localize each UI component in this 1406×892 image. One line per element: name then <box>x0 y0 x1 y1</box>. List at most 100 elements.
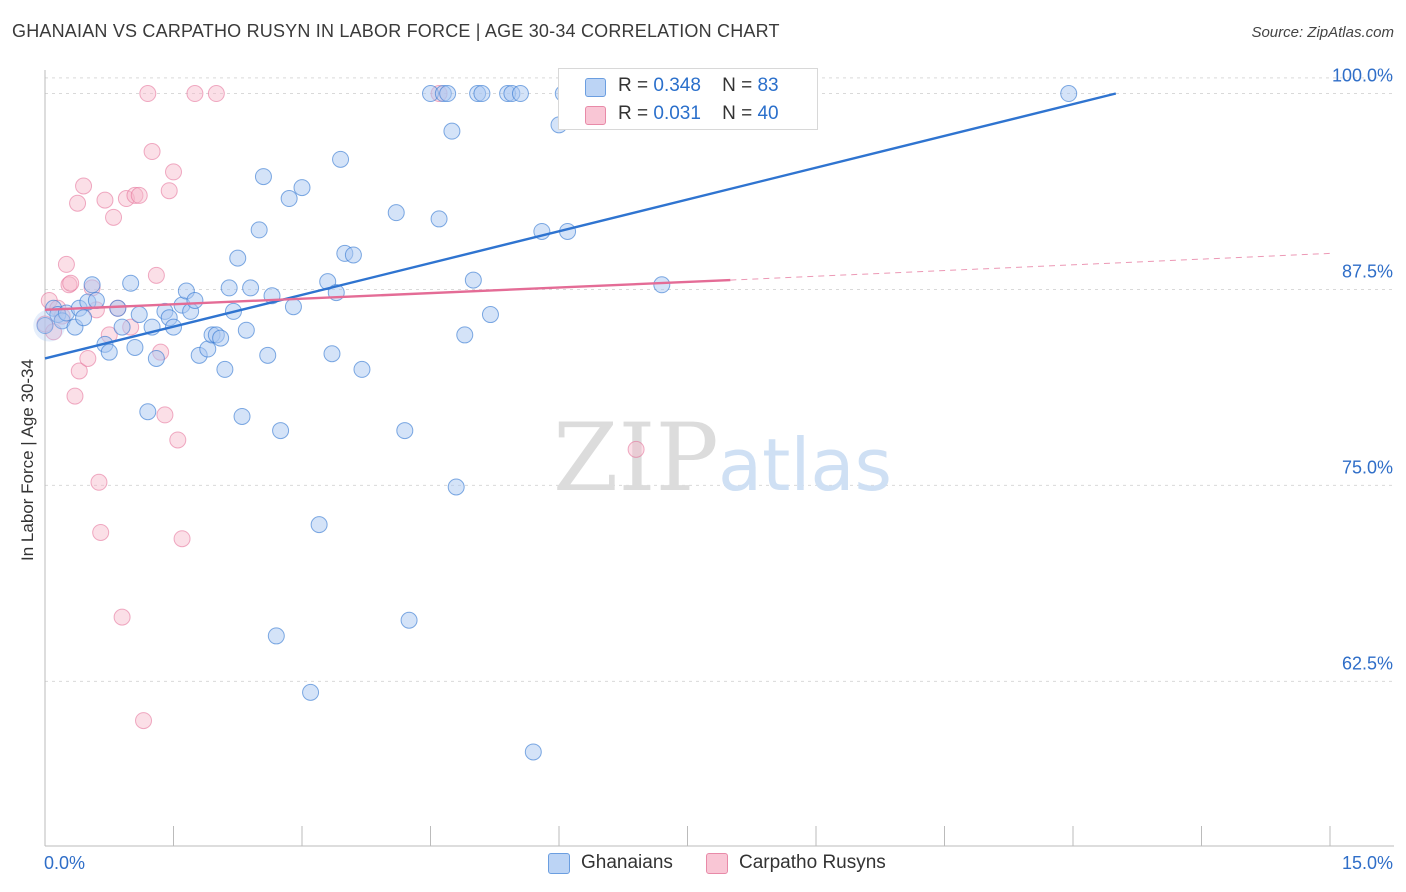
ghanaian-point <box>511 85 529 103</box>
ghanaian-point <box>113 318 131 336</box>
rusyn-point <box>165 163 182 181</box>
rusyn-point <box>90 473 108 491</box>
ghanaian-point <box>75 309 93 327</box>
y-tick-label: 62.5% <box>1342 653 1393 673</box>
rusyn-point <box>92 523 110 541</box>
rusyn-n-value: 40 <box>757 103 779 124</box>
rusyn-point <box>130 186 148 204</box>
ghanaian-point <box>310 516 328 534</box>
ghanaian-point <box>237 321 255 339</box>
ghanaian-point <box>439 85 457 103</box>
ghanaian-point <box>233 407 251 425</box>
rusyn-point <box>135 712 153 730</box>
n-label: N = <box>722 103 753 124</box>
tick-labels: 100.0% 87.5% 75.0% 62.5% 0.0% 15.0% <box>44 66 1393 873</box>
ghanaian-point <box>229 249 247 267</box>
ghanaian-point <box>332 150 350 168</box>
grid-lines <box>45 77 1394 682</box>
rusyn-point <box>160 182 178 200</box>
ghanaian-point <box>302 683 320 701</box>
ghanaian-point <box>272 422 290 440</box>
ghanaian-point <box>36 317 54 335</box>
correlation-legend: R = 0.348 N = 83 R = 0.031 N = 40 <box>558 68 818 130</box>
ghanaian-point <box>254 168 272 186</box>
ghanaian-point <box>323 345 341 363</box>
rusyn-trend-extension <box>730 252 1331 281</box>
rusyn-point <box>79 349 97 367</box>
ghanaian-points <box>33 85 1078 761</box>
ghanaian-point <box>293 179 311 197</box>
ghanaian-point <box>387 204 405 222</box>
ghanaian-point <box>443 122 461 140</box>
rusyn-point <box>105 208 123 226</box>
ghanaian-point <box>280 190 298 208</box>
rusyn-point <box>126 186 144 204</box>
ghanaian-point <box>199 340 217 358</box>
ghanaian-n-value: 83 <box>757 75 779 96</box>
y-tick-label: 100.0% <box>1332 66 1393 86</box>
rusyn-point <box>627 440 645 458</box>
watermark-atlas: atlas <box>718 423 892 507</box>
source-label: Source: ZipAtlas.com <box>1251 24 1394 41</box>
ghanaian-point <box>284 298 302 316</box>
rusyn-point <box>139 85 157 103</box>
ghanaian-point <box>473 85 491 103</box>
axes <box>44 70 1394 847</box>
rusyn-point <box>57 255 75 273</box>
watermark: ZIP atlas <box>553 404 892 513</box>
ghanaian-point <box>126 338 144 356</box>
legend-label-ghanaians: Ghanaians <box>581 852 673 873</box>
ghanaian-point <box>456 326 474 344</box>
n-label: N = <box>722 75 753 96</box>
rusyns-swatch <box>706 853 728 874</box>
watermark-zip: ZIP <box>553 404 719 513</box>
rusyn-point <box>66 387 84 405</box>
r-label: R = <box>618 75 649 96</box>
ghanaian-point <box>524 743 542 761</box>
x-tick-label-max: 15.0% <box>1342 853 1393 873</box>
ghanaian-point <box>259 346 277 364</box>
y-tick-label: 75.0% <box>1342 457 1393 477</box>
ghanaian-point <box>216 360 234 378</box>
rusyn-point <box>207 85 225 103</box>
ghanaian-point <box>267 627 285 645</box>
rusyn-trend-line <box>44 278 731 312</box>
ghanaian-point <box>481 306 499 324</box>
ghanaian-point <box>430 210 448 228</box>
ghanaian-point <box>122 274 140 292</box>
ghanaian-point <box>344 246 362 264</box>
ghanaian-point <box>400 611 418 629</box>
trend-lines <box>44 92 1331 360</box>
x-tick-label-min: 0.0% <box>44 853 85 873</box>
ghanaian-swatch <box>585 78 606 97</box>
rusyn-r-value: 0.031 <box>653 103 701 124</box>
ghanaian-point <box>109 299 127 317</box>
ghanaian-point <box>464 271 482 289</box>
ghanaian-point <box>220 279 238 297</box>
rusyn-point <box>62 274 80 292</box>
ghanaian-point <box>100 343 118 361</box>
rusyn-point <box>69 194 87 212</box>
rusyn-point <box>173 530 191 548</box>
ghanaian-trend-line <box>44 92 1117 360</box>
rusyn-point <box>186 85 204 103</box>
legend-label-carpatho-rusyns: Carpatho Rusyns <box>739 852 886 873</box>
ghanaian-point <box>242 279 260 297</box>
ghanaian-point <box>87 291 105 309</box>
ghanaian-point <box>83 276 101 294</box>
ghanaian-point <box>130 306 148 324</box>
rusyn-point <box>143 143 161 161</box>
rusyn-swatch <box>585 106 606 125</box>
ghanaian-r-value: 0.348 <box>653 75 701 96</box>
ghanaian-point <box>250 221 268 239</box>
ghanaian-point <box>147 349 165 367</box>
ghanaian-point <box>653 276 671 294</box>
rusyn-point <box>156 406 174 424</box>
rusyn-point <box>147 266 165 284</box>
ghanaian-point <box>396 422 414 440</box>
rusyn-point <box>113 608 131 626</box>
ghanaian-point <box>186 291 204 309</box>
rusyn-point <box>96 191 114 209</box>
chart-title: GHANAIAN VS CARPATHO RUSYN IN LABOR FORC… <box>12 21 780 41</box>
